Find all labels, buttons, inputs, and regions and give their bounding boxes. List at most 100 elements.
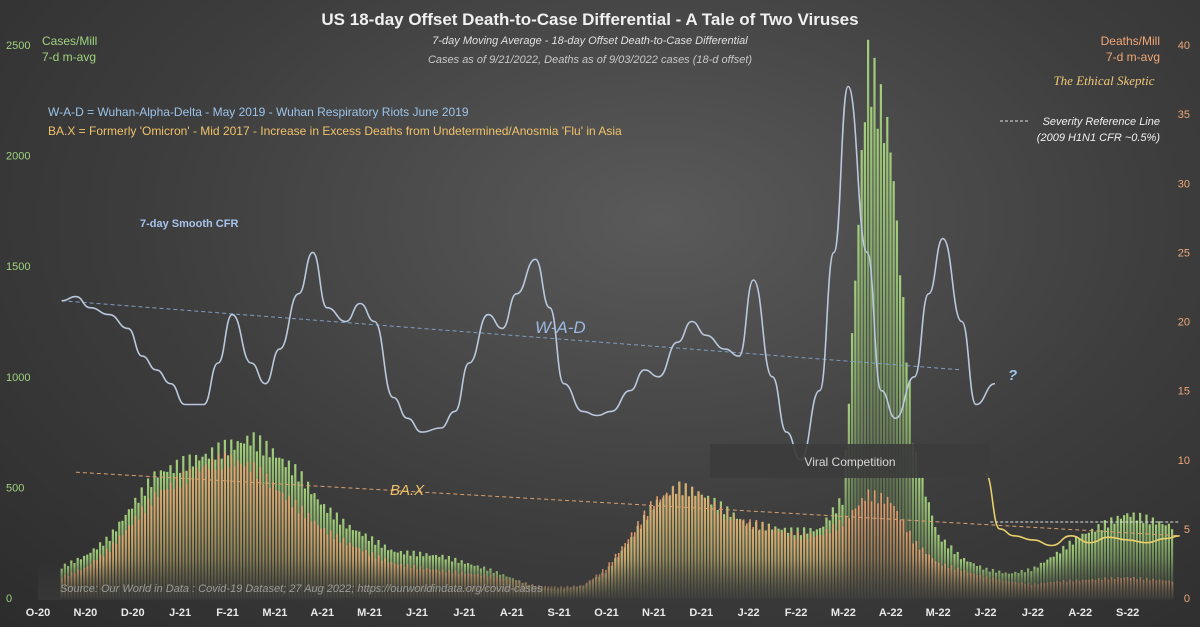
case-bar bbox=[895, 220, 898, 598]
death-bar bbox=[214, 470, 217, 598]
death-bar bbox=[285, 499, 287, 598]
death-bar bbox=[902, 520, 905, 598]
x-tick-label: A-22 bbox=[879, 607, 903, 619]
death-bar bbox=[857, 505, 860, 598]
death-bar bbox=[726, 511, 729, 598]
death-bar bbox=[848, 518, 850, 598]
case-bar bbox=[1126, 513, 1129, 598]
death-bar bbox=[233, 466, 236, 598]
death-bar bbox=[185, 483, 188, 598]
death-bar bbox=[720, 506, 722, 598]
chart-subtitle: 7-day Moving Average - 18-day Offset Dea… bbox=[432, 35, 748, 47]
death-bar bbox=[198, 471, 201, 598]
x-tick-label: S-21 bbox=[548, 607, 571, 619]
death-bar bbox=[227, 467, 230, 598]
death-bar bbox=[710, 506, 713, 598]
severity-label-2: (2009 H1N1 CFR ~0.5%) bbox=[1037, 132, 1161, 144]
death-bar bbox=[265, 473, 268, 598]
case-bar bbox=[882, 143, 886, 598]
x-axis-ticks: O-20 N-20 D-20 J-21 F-21 M-21 A-21 M-21 J-21 J-21… bbox=[26, 607, 1139, 619]
x-tick-label: A-21 bbox=[500, 607, 524, 619]
death-bar bbox=[889, 503, 892, 598]
x-tick-label: M-22 bbox=[831, 607, 856, 619]
death-bar bbox=[707, 497, 710, 598]
death-bar bbox=[147, 498, 150, 598]
death-bar bbox=[656, 496, 658, 598]
case-bar bbox=[892, 181, 895, 598]
right-axis-label-2: 7-d m-avg bbox=[1106, 50, 1160, 64]
death-bar bbox=[169, 482, 172, 598]
case-bar bbox=[1138, 512, 1142, 598]
x-tick-label: N-21 bbox=[642, 607, 666, 619]
case-bar bbox=[854, 280, 857, 598]
death-bar bbox=[883, 503, 886, 598]
death-bar bbox=[742, 519, 745, 598]
case-bar bbox=[1119, 518, 1122, 598]
death-bar bbox=[153, 492, 156, 598]
death-bar bbox=[163, 490, 166, 598]
death-bar bbox=[691, 486, 694, 598]
death-bar bbox=[208, 468, 210, 598]
bax-series-label: BA.X bbox=[390, 482, 425, 499]
x-tick-label: S-22 bbox=[1116, 607, 1139, 619]
death-bar bbox=[304, 518, 306, 598]
case-bar bbox=[1151, 517, 1154, 598]
death-bar bbox=[217, 454, 220, 598]
case-bar bbox=[914, 451, 918, 598]
death-bar bbox=[701, 495, 703, 598]
death-bar bbox=[182, 471, 185, 598]
x-tick-label: M-22 bbox=[926, 607, 951, 619]
left-tick-label: 500 bbox=[6, 482, 24, 494]
bottom-fade bbox=[38, 560, 1173, 600]
cfr-lines bbox=[61, 85, 1180, 547]
x-tick-label: J-21 bbox=[169, 607, 191, 619]
death-bar bbox=[838, 520, 841, 598]
case-bar bbox=[863, 122, 866, 598]
right-tick-label: 25 bbox=[1178, 247, 1190, 259]
right-axis-ticks: 0 5 10 15 20 25 30 35 40 bbox=[1178, 40, 1190, 605]
chart-title: US 18-day Offset Death-to-Case Different… bbox=[321, 10, 858, 29]
right-tick-label: 40 bbox=[1178, 40, 1190, 52]
case-bar bbox=[927, 502, 930, 598]
death-bar bbox=[230, 454, 233, 598]
death-bar bbox=[166, 489, 169, 598]
wad-series-label: W-A-D bbox=[535, 318, 586, 337]
x-tick-label: D-20 bbox=[121, 607, 145, 619]
death-bar bbox=[297, 513, 300, 598]
case-bar bbox=[1145, 514, 1148, 598]
death-bar bbox=[195, 467, 198, 598]
case-bar bbox=[1129, 516, 1132, 598]
wad-trend-line bbox=[61, 300, 962, 371]
death-bar bbox=[681, 495, 684, 598]
x-tick-label: J-22 bbox=[738, 607, 760, 619]
death-bar bbox=[173, 488, 175, 598]
left-axis-ticks: 0 500 1000 1500 2000 2500 bbox=[6, 40, 30, 605]
death-bar bbox=[307, 512, 310, 598]
right-tick-label: 15 bbox=[1178, 386, 1190, 398]
x-tick-label: F-22 bbox=[785, 607, 808, 619]
death-bar bbox=[672, 485, 674, 598]
death-bar bbox=[189, 468, 191, 598]
x-tick-label: J-21 bbox=[406, 607, 428, 619]
case-bar bbox=[876, 128, 879, 598]
death-bar bbox=[201, 467, 204, 598]
death-bar bbox=[649, 501, 652, 598]
left-tick-label: 2500 bbox=[6, 40, 30, 52]
death-bar bbox=[665, 492, 668, 598]
death-bar bbox=[893, 505, 895, 598]
case-bar bbox=[889, 152, 892, 598]
death-bar bbox=[205, 464, 207, 598]
death-bar bbox=[733, 514, 735, 598]
bax-cfr-line bbox=[984, 472, 1180, 547]
death-bar bbox=[877, 503, 879, 598]
death-bar bbox=[141, 506, 143, 598]
death-bar bbox=[873, 490, 876, 598]
x-tick-label: J-22 bbox=[1022, 607, 1044, 619]
case-bar bbox=[1132, 512, 1135, 598]
death-bar bbox=[150, 505, 153, 598]
left-tick-label: 2000 bbox=[6, 151, 30, 163]
case-bar bbox=[847, 403, 850, 598]
left-tick-label: 1500 bbox=[6, 261, 30, 273]
death-bar bbox=[269, 487, 271, 598]
